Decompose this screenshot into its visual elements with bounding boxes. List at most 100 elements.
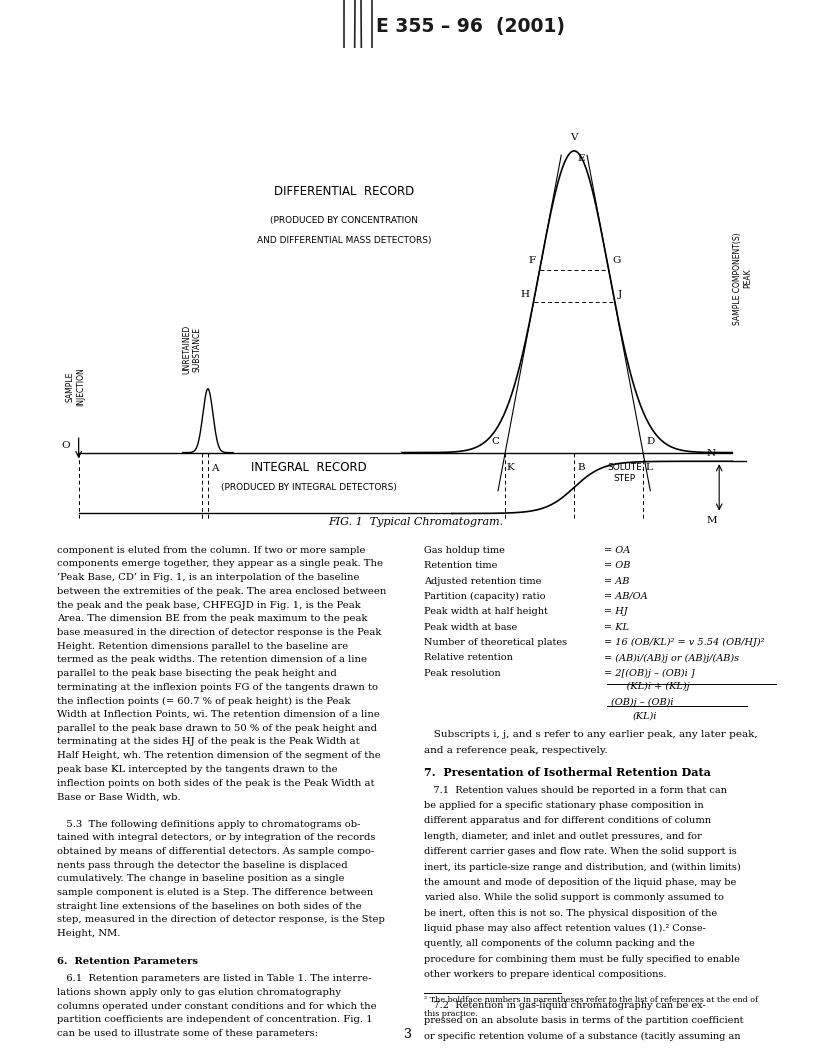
Text: (PRODUCED BY CONCENTRATION: (PRODUCED BY CONCENTRATION <box>270 216 419 225</box>
Text: = OA: = OA <box>604 546 630 554</box>
Text: D: D <box>646 436 655 446</box>
Text: cumulatively. The change in baseline position as a single: cumulatively. The change in baseline pos… <box>57 874 344 884</box>
Text: DIFFERENTIAL  RECORD: DIFFERENTIAL RECORD <box>274 185 415 199</box>
Text: procedure for combining them must be fully specified to enable: procedure for combining them must be ful… <box>424 955 740 964</box>
Text: ² The boldface numbers in parentheses refer to the list of references at the end: ² The boldface numbers in parentheses re… <box>424 996 758 1004</box>
Text: C: C <box>491 436 499 446</box>
Text: columns operated under constant conditions and for which the: columns operated under constant conditio… <box>57 1002 377 1011</box>
Text: inflection points on both sides of the peak is the Peak Width at: inflection points on both sides of the p… <box>57 778 375 788</box>
Text: = AB/OA: = AB/OA <box>604 592 647 601</box>
Text: parallel to the peak base bisecting the peak height and: parallel to the peak base bisecting the … <box>57 670 337 678</box>
Text: = HJ: = HJ <box>604 607 628 617</box>
Text: peak base KL intercepted by the tangents drawn to the: peak base KL intercepted by the tangents… <box>57 765 338 774</box>
Text: partition coefficients are independent of concentration. Fig. 1: partition coefficients are independent o… <box>57 1016 373 1024</box>
Text: Subscripts i, j, and s refer to any earlier peak, any later peak,: Subscripts i, j, and s refer to any earl… <box>424 731 758 739</box>
Text: Base or Base Width, wb.: Base or Base Width, wb. <box>57 792 181 802</box>
Text: = OB: = OB <box>604 561 630 570</box>
Text: components emerge together, they appear as a single peak. The: components emerge together, they appear … <box>57 560 384 568</box>
Text: Peak resolution: Peak resolution <box>424 668 501 678</box>
Text: M: M <box>707 516 717 526</box>
Text: liquid phase may also affect retention values (1).² Conse-: liquid phase may also affect retention v… <box>424 924 706 934</box>
Text: Peak width at base: Peak width at base <box>424 623 517 631</box>
Text: different carrier gases and flow rate. When the solid support is: different carrier gases and flow rate. W… <box>424 847 737 856</box>
Text: parallel to the peak base drawn to 50 % of the peak height and: parallel to the peak base drawn to 50 % … <box>57 723 377 733</box>
Text: Relative retention: Relative retention <box>424 654 513 662</box>
Text: Area. The dimension BE from the peak maximum to the peak: Area. The dimension BE from the peak max… <box>57 615 368 623</box>
Text: Gas holdup time: Gas holdup time <box>424 546 505 554</box>
Text: different apparatus and for different conditions of column: different apparatus and for different co… <box>424 816 712 826</box>
Text: and a reference peak, respectively.: and a reference peak, respectively. <box>424 746 608 755</box>
Text: terminating at the inflexion points FG of the tangents drawn to: terminating at the inflexion points FG o… <box>57 682 378 692</box>
Text: nents pass through the detector the baseline is displaced: nents pass through the detector the base… <box>57 861 348 870</box>
Text: = AB: = AB <box>604 577 629 585</box>
Text: H: H <box>521 289 530 299</box>
Text: J: J <box>619 289 623 299</box>
Text: base measured in the direction of detector response is the Peak: base measured in the direction of detect… <box>57 628 382 637</box>
Text: be inert, often this is not so. The physical disposition of the: be inert, often this is not so. The phys… <box>424 908 717 918</box>
Text: AND DIFFERENTIAL MASS DETECTORS): AND DIFFERENTIAL MASS DETECTORS) <box>257 237 432 245</box>
Text: = 2[(OB)j – (OB)i ]: = 2[(OB)j – (OB)i ] <box>604 668 694 678</box>
Text: 7.  Presentation of Isothermal Retention Data: 7. Presentation of Isothermal Retention … <box>424 767 712 778</box>
Text: Width at Inflection Points, wi. The retention dimension of a line: Width at Inflection Points, wi. The rete… <box>57 710 380 719</box>
Text: Adjusted retention time: Adjusted retention time <box>424 577 542 585</box>
Text: L: L <box>646 463 653 472</box>
Text: step, measured in the direction of detector response, is the Step: step, measured in the direction of detec… <box>57 916 385 924</box>
Text: between the extremities of the peak. The area enclosed between: between the extremities of the peak. The… <box>57 587 387 596</box>
Text: Half Height, wh. The retention dimension of the segment of the: Half Height, wh. The retention dimension… <box>57 751 381 760</box>
Text: (PRODUCED BY INTEGRAL DETECTORS): (PRODUCED BY INTEGRAL DETECTORS) <box>220 483 397 492</box>
Text: Retention time: Retention time <box>424 561 498 570</box>
Text: the peak and the peak base, CHFEGJD in Fig. 1, is the Peak: the peak and the peak base, CHFEGJD in F… <box>57 601 361 609</box>
Text: 7.1  Retention values should be reported in a form that can: 7.1 Retention values should be reported … <box>424 786 727 794</box>
Text: tained with integral detectors, or by integration of the records: tained with integral detectors, or by in… <box>57 833 375 843</box>
Text: other workers to prepare identical compositions.: other workers to prepare identical compo… <box>424 970 667 979</box>
Text: = (AB)i/(AB)j or (AB)j/(AB)s: = (AB)i/(AB)j or (AB)j/(AB)s <box>604 654 739 662</box>
Text: 3: 3 <box>404 1027 412 1041</box>
Text: sample component is eluted is a Step. The difference between: sample component is eluted is a Step. Th… <box>57 888 374 898</box>
Text: F: F <box>528 256 535 265</box>
Text: UNRETAINED
SUBSTANCE: UNRETAINED SUBSTANCE <box>183 325 202 374</box>
Text: (KL)i: (KL)i <box>632 712 657 721</box>
Text: V: V <box>570 133 578 143</box>
Text: the amount and mode of deposition of the liquid phase, may be: the amount and mode of deposition of the… <box>424 878 737 887</box>
Text: (KL)i + (KL)j: (KL)i + (KL)j <box>611 682 690 691</box>
Text: A: A <box>211 465 219 473</box>
Text: Partition (capacity) ratio: Partition (capacity) ratio <box>424 592 546 601</box>
Text: SAMPLE COMPONENT(S)
PEAK: SAMPLE COMPONENT(S) PEAK <box>734 232 752 325</box>
Text: or specific retention volume of a substance (tacitly assuming an: or specific retention volume of a substa… <box>424 1032 741 1041</box>
Text: this practice.: this practice. <box>424 1011 478 1018</box>
Text: SOLUTE
STEP: SOLUTE STEP <box>607 464 641 483</box>
Text: 5.3  The following definitions apply to chromatograms ob-: 5.3 The following definitions apply to c… <box>57 819 361 829</box>
Text: length, diameter, and inlet and outlet pressures, and for: length, diameter, and inlet and outlet p… <box>424 832 702 841</box>
Text: N: N <box>707 450 716 458</box>
Text: can be used to illustrate some of these parameters:: can be used to illustrate some of these … <box>57 1030 318 1038</box>
Text: terminating at the sides HJ of the peak is the Peak Width at: terminating at the sides HJ of the peak … <box>57 737 360 747</box>
Text: component is eluted from the column. If two or more sample: component is eluted from the column. If … <box>57 546 366 554</box>
Text: B: B <box>577 463 584 472</box>
Text: 6.  Retention Parameters: 6. Retention Parameters <box>57 957 198 965</box>
Text: quently, all components of the column packing and the: quently, all components of the column pa… <box>424 940 695 948</box>
Text: termed as the peak widths. The retention dimension of a line: termed as the peak widths. The retention… <box>57 656 367 664</box>
Text: 6.1  Retention parameters are listed in Table 1. The interre-: 6.1 Retention parameters are listed in T… <box>57 975 371 983</box>
Text: Height, NM.: Height, NM. <box>57 929 121 938</box>
Text: varied also. While the solid support is commonly assumed to: varied also. While the solid support is … <box>424 893 724 902</box>
Text: O: O <box>61 440 70 450</box>
Text: INTEGRAL  RECORD: INTEGRAL RECORD <box>251 460 366 473</box>
Text: G: G <box>612 256 621 265</box>
Text: inert, its particle-size range and distribution, and (within limits): inert, its particle-size range and distr… <box>424 863 741 871</box>
Text: = KL: = KL <box>604 623 629 631</box>
Text: be applied for a specific stationary phase composition in: be applied for a specific stationary pha… <box>424 802 704 810</box>
Text: lations shown apply only to gas elution chromatography: lations shown apply only to gas elution … <box>57 988 341 997</box>
Text: obtained by means of differential detectors. As sample compo-: obtained by means of differential detect… <box>57 847 375 856</box>
Text: 7.2  Retention in gas-liquid chromatography can be ex-: 7.2 Retention in gas-liquid chromatograp… <box>424 1001 706 1010</box>
Text: SAMPLE
INJECTION: SAMPLE INJECTION <box>65 367 85 407</box>
Text: (OB)j – (OB)i: (OB)j – (OB)i <box>611 698 673 708</box>
Text: K: K <box>507 463 514 472</box>
Text: E 355 – 96  (2001): E 355 – 96 (2001) <box>376 17 565 36</box>
Text: = 16 (OB/KL)² = v 5.54 (OB/HJ)²: = 16 (OB/KL)² = v 5.54 (OB/HJ)² <box>604 638 765 647</box>
Text: ’Peak Base, CD’ in Fig. 1, is an interpolation of the baseline: ’Peak Base, CD’ in Fig. 1, is an interpo… <box>57 573 360 582</box>
Text: Number of theoretical plates: Number of theoretical plates <box>424 638 567 647</box>
Text: Height. Retention dimensions parallel to the baseline are: Height. Retention dimensions parallel to… <box>57 642 348 650</box>
Text: straight line extensions of the baselines on both sides of the: straight line extensions of the baseline… <box>57 902 361 911</box>
Text: pressed on an absolute basis in terms of the partition coefficient: pressed on an absolute basis in terms of… <box>424 1016 744 1025</box>
Text: the inflection points (= 60.7 % of peak height) is the Peak: the inflection points (= 60.7 % of peak … <box>57 696 351 705</box>
